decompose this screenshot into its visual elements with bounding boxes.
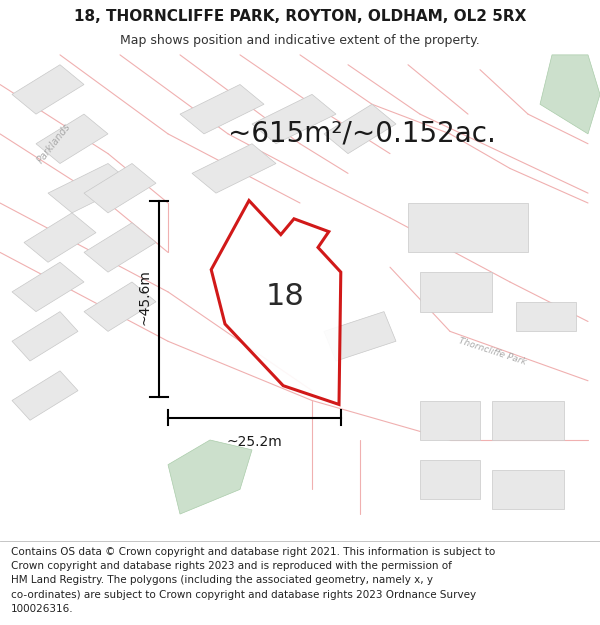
Polygon shape — [420, 401, 480, 440]
Polygon shape — [324, 312, 396, 361]
Text: ~615m²/~0.152ac.: ~615m²/~0.152ac. — [228, 120, 496, 148]
Polygon shape — [408, 203, 528, 252]
Polygon shape — [84, 164, 156, 213]
Polygon shape — [12, 65, 84, 114]
Text: ~45.6m: ~45.6m — [137, 269, 151, 325]
Polygon shape — [36, 114, 108, 164]
Polygon shape — [492, 401, 564, 440]
Polygon shape — [180, 84, 264, 134]
Polygon shape — [12, 371, 78, 420]
Polygon shape — [516, 302, 576, 331]
Polygon shape — [324, 104, 396, 154]
Polygon shape — [540, 55, 600, 134]
Text: Contains OS data © Crown copyright and database right 2021. This information is : Contains OS data © Crown copyright and d… — [11, 546, 495, 614]
Polygon shape — [24, 213, 96, 262]
Polygon shape — [211, 201, 341, 404]
Polygon shape — [420, 460, 480, 499]
Text: Thorncliffe Park: Thorncliffe Park — [457, 336, 527, 366]
Text: ~25.2m: ~25.2m — [227, 435, 282, 449]
Polygon shape — [12, 262, 84, 312]
Text: Parklands: Parklands — [35, 122, 73, 166]
Polygon shape — [252, 94, 336, 144]
Polygon shape — [192, 144, 276, 193]
Text: Map shows position and indicative extent of the property.: Map shows position and indicative extent… — [120, 34, 480, 47]
Polygon shape — [420, 272, 492, 312]
Text: 18, THORNCLIFFE PARK, ROYTON, OLDHAM, OL2 5RX: 18, THORNCLIFFE PARK, ROYTON, OLDHAM, OL… — [74, 9, 526, 24]
Polygon shape — [84, 282, 156, 331]
Polygon shape — [168, 440, 252, 514]
Polygon shape — [48, 164, 132, 213]
Polygon shape — [492, 469, 564, 509]
Polygon shape — [12, 312, 78, 361]
Polygon shape — [84, 222, 156, 272]
Text: 18: 18 — [266, 282, 304, 311]
